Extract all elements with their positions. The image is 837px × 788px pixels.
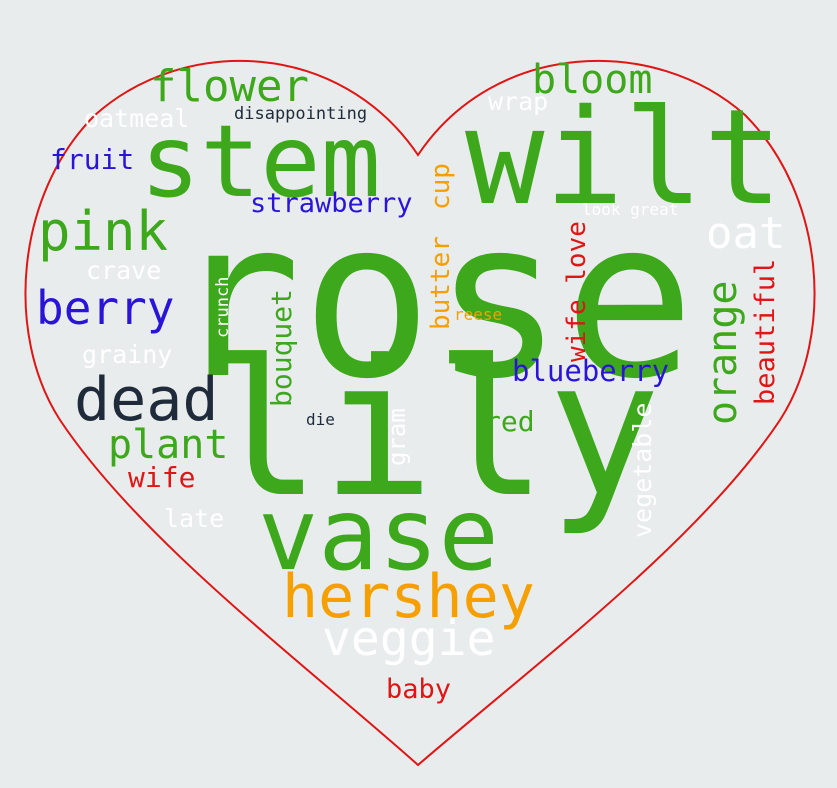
word-dead: dead [74,365,219,435]
word-crave: crave [86,256,162,285]
word-wife: wife [128,461,196,494]
word-wife-love: wife love [562,221,592,362]
word-strawberry: strawberry [250,188,413,219]
word-vegetable: vegetable [628,402,657,538]
word-beautiful: beautiful [750,258,781,405]
word-lily: lily [208,320,661,539]
word-oatmeal: oatmeal [84,104,190,133]
word-crunch: crunch [213,276,233,338]
word-fruit: fruit [50,143,135,176]
word-baby: baby [386,674,452,705]
word-gram: gram [383,408,411,466]
word-veggie: veggie [322,611,496,667]
word-late: late [164,504,225,533]
word-disappointing: disappointing [234,104,368,124]
word-bouquet: bouquet [265,288,298,407]
word-bloom: bloom [532,57,653,103]
word-die: die [306,410,335,429]
word-butter: butter [426,236,456,330]
word-wilt: wilt [465,81,783,235]
word-look-great: look great [582,200,679,219]
word-stem: stem [140,103,381,220]
word-cup: cup [426,163,456,210]
word-red: red [484,405,535,438]
word-wrap: wrap [488,87,549,116]
word-hershey: hershey [282,562,535,632]
word-orange: orange [700,280,746,426]
word-pink: pink [38,200,169,263]
word-grainy: grainy [82,340,173,369]
word-oat: oat [706,208,786,259]
word-reese: reese [454,305,503,324]
word-plant: plant [108,422,229,468]
word-rose: rose [170,174,695,427]
word-blueberry: blueberry [512,354,670,388]
word-berry: berry [36,281,175,335]
word-flower: flower [150,61,309,112]
word-vase: vase [258,476,499,593]
